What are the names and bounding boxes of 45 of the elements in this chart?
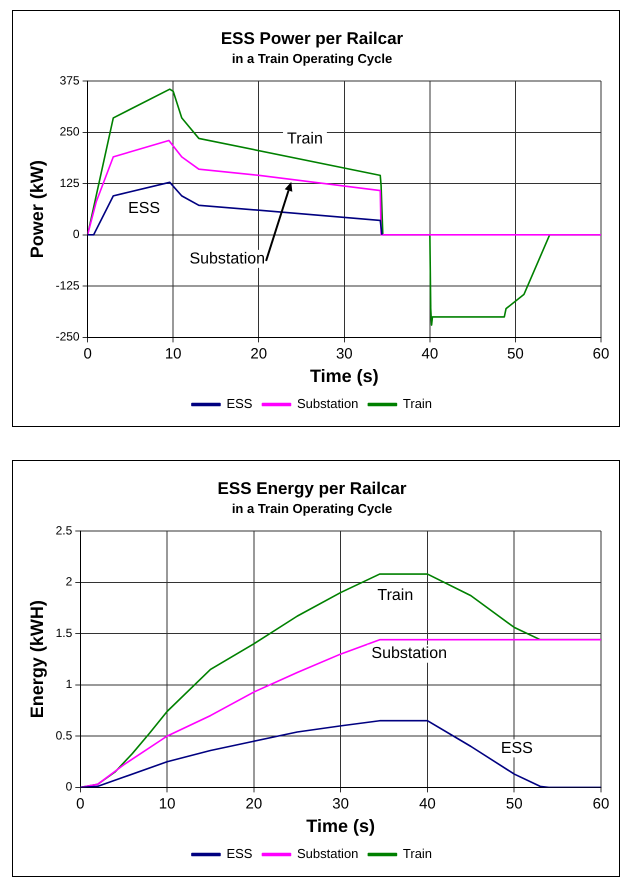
y-tick-label: 375 [60, 73, 80, 88]
x-tick-label: 50 [506, 796, 523, 813]
chart-subtitle: in a Train Operating Cycle [232, 50, 392, 66]
legend-label: ESS [226, 396, 253, 412]
y-axis-title: Power (kW) [26, 160, 47, 258]
x-tick-label: 60 [592, 346, 610, 363]
chart-title: ESS Power per Railcar [220, 28, 404, 48]
x-tick-label: 10 [164, 346, 182, 363]
y-tick-label: 250 [60, 124, 80, 139]
y-tick-label: 125 [60, 176, 80, 190]
x-axis-title: Time (s) [310, 366, 379, 386]
y-tick-label: 1 [66, 677, 73, 692]
chart-subtitle: in a Train Operating Cycle [232, 500, 392, 516]
y-tick-label: 0 [72, 227, 80, 242]
annotation: Train [287, 130, 323, 148]
annotation: Substation [371, 645, 448, 662]
chart-title: ESS Energy per Railcar [218, 478, 407, 498]
annotation: ESS [128, 200, 160, 217]
legend-label: Train [402, 396, 432, 412]
x-tick-label: 10 [158, 796, 176, 813]
x-tick-label: 0 [83, 346, 92, 363]
annotation: Substation [189, 250, 266, 268]
x-tick-label: 40 [419, 796, 436, 813]
legend-label: Substation [296, 396, 358, 412]
legend-label: Substation [296, 846, 358, 862]
x-tick-label: 60 [592, 796, 610, 813]
y-tick-label: 0.5 [56, 728, 73, 742]
x-tick-label: 20 [250, 346, 268, 363]
y-tick-label: -250 [56, 330, 80, 344]
legend-label: ESS [226, 846, 253, 862]
x-tick-label: 50 [507, 346, 524, 363]
x-tick-label: 30 [336, 346, 353, 363]
x-tick-label: 30 [332, 796, 349, 813]
y-tick-label: 0 [66, 780, 73, 794]
annotation: ESS [500, 740, 533, 757]
y-tick-label: 1.5 [56, 626, 73, 640]
x-tick-label: 20 [246, 796, 262, 813]
annotation: Train [377, 587, 414, 604]
y-tick-label: 2 [66, 574, 73, 589]
x-axis-title: Time (s) [306, 816, 375, 836]
y-axis-title: Energy (kWH) [26, 600, 47, 718]
legend-label: Train [402, 846, 432, 862]
x-tick-label: 40 [422, 346, 438, 363]
y-tick-label: -125 [56, 278, 80, 292]
y-tick-label: 2.5 [56, 523, 73, 538]
